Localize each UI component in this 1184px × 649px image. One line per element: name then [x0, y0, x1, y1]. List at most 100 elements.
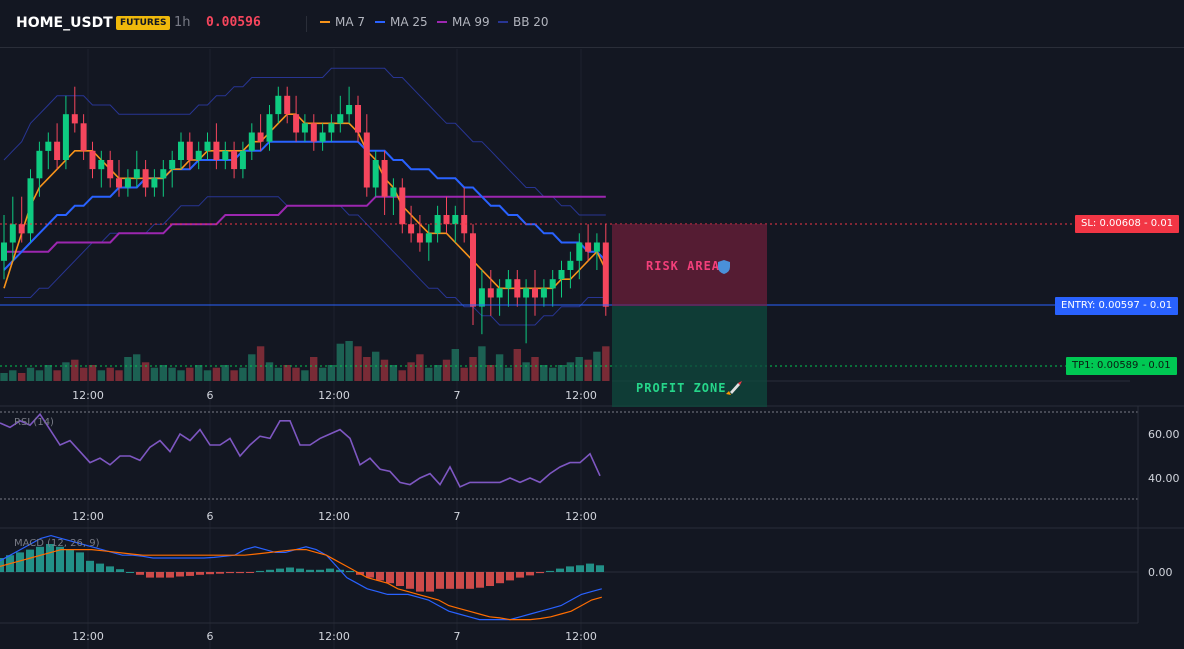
candle-body [549, 279, 556, 289]
macd-histogram-bar [116, 569, 124, 572]
candle[interactable] [337, 95, 344, 133]
candle[interactable] [204, 132, 211, 161]
volume-bar [584, 359, 592, 381]
candle[interactable] [416, 215, 423, 252]
volume-bar [318, 367, 327, 381]
candle[interactable] [239, 141, 246, 179]
candle[interactable] [142, 160, 149, 197]
candle-body [487, 288, 494, 298]
candle[interactable] [602, 224, 609, 316]
candle[interactable] [213, 123, 220, 170]
candle[interactable] [470, 224, 476, 325]
candle[interactable] [585, 224, 592, 261]
candle[interactable] [98, 150, 105, 188]
candle[interactable] [9, 196, 16, 261]
candle[interactable] [107, 150, 114, 188]
candle[interactable] [558, 260, 565, 298]
candle[interactable] [248, 123, 255, 160]
candle[interactable] [372, 150, 379, 197]
symbol-name[interactable]: HOME_USDT [16, 15, 113, 31]
candle[interactable] [319, 123, 326, 151]
candle[interactable] [266, 105, 273, 151]
candle[interactable] [576, 233, 583, 280]
volume-bar [487, 365, 495, 381]
candle[interactable] [275, 86, 282, 124]
candle[interactable] [328, 114, 335, 142]
candle[interactable] [434, 205, 441, 243]
legend-bb20[interactable]: BB 20 [498, 15, 549, 29]
candle[interactable] [567, 251, 574, 289]
candle[interactable] [478, 270, 485, 335]
candle-body [9, 224, 16, 243]
candle[interactable] [257, 114, 264, 151]
candle[interactable] [549, 270, 556, 307]
entry-price-tag[interactable]: ENTRY: 0.00597 - 0.01 [1055, 297, 1179, 315]
volume-bar [478, 346, 486, 381]
candle[interactable] [540, 279, 547, 307]
volume-bar [53, 370, 61, 381]
candle[interactable] [116, 160, 122, 197]
candle-body [222, 150, 229, 160]
candle[interactable] [381, 150, 388, 215]
candle[interactable] [399, 178, 406, 234]
candle[interactable] [169, 150, 176, 188]
candle-body [18, 224, 25, 234]
time-axis-label: 12:00 [318, 630, 350, 643]
candle[interactable] [284, 86, 291, 124]
candles[interactable] [1, 86, 609, 344]
macd-histogram-bar [216, 572, 224, 574]
candle[interactable] [461, 187, 468, 243]
interval-label[interactable]: 1h [174, 15, 191, 30]
candle[interactable] [124, 169, 131, 197]
candle[interactable] [18, 196, 25, 243]
volume-bar [133, 354, 141, 381]
candle[interactable] [89, 141, 96, 179]
volume-bar [212, 367, 221, 381]
tp1-price-tag[interactable]: TP1: 0.00589 - 0.01 [1066, 357, 1177, 375]
candle[interactable] [36, 141, 43, 197]
candle[interactable] [27, 169, 34, 243]
candle[interactable] [195, 141, 202, 170]
candle[interactable] [310, 114, 317, 151]
candle[interactable] [133, 150, 140, 188]
candle[interactable] [514, 270, 521, 307]
legend-ma7[interactable]: MA 7 [320, 15, 365, 29]
candle[interactable] [505, 270, 512, 307]
legend-ma99[interactable]: MA 99 [437, 15, 490, 29]
sl-price-tag[interactable]: SL: 0.00608 - 0.01 [1075, 215, 1180, 233]
candle[interactable] [222, 141, 229, 170]
candle[interactable] [355, 95, 361, 142]
candle[interactable] [496, 279, 503, 316]
candle[interactable] [71, 86, 78, 133]
candle[interactable] [178, 132, 184, 170]
candle[interactable] [425, 224, 432, 261]
macd-axis-label: 0.00 [1148, 566, 1173, 579]
candle[interactable] [62, 95, 69, 170]
candle-body [231, 150, 238, 170]
legend-ma25[interactable]: MA 25 [375, 15, 428, 29]
candle[interactable] [346, 86, 353, 124]
candle[interactable] [160, 160, 167, 197]
macd-histogram-bar [346, 570, 354, 572]
candle-body [257, 132, 264, 142]
candle[interactable] [54, 123, 61, 170]
candle-body [142, 169, 149, 188]
candle[interactable] [523, 279, 530, 344]
candle[interactable] [487, 270, 494, 316]
candle[interactable] [301, 114, 308, 142]
candle[interactable] [532, 270, 538, 316]
candle[interactable] [390, 178, 397, 215]
candle[interactable] [151, 169, 158, 197]
candle[interactable] [80, 114, 87, 160]
candle[interactable] [1, 215, 7, 280]
macd-histogram-bar [156, 572, 164, 578]
candle[interactable] [443, 196, 450, 234]
candle[interactable] [231, 141, 238, 179]
candle[interactable] [363, 114, 370, 197]
candle[interactable] [593, 233, 600, 270]
volume-bar [9, 370, 17, 381]
candle[interactable] [186, 132, 193, 170]
candle[interactable] [45, 132, 52, 170]
candle[interactable] [293, 95, 300, 142]
